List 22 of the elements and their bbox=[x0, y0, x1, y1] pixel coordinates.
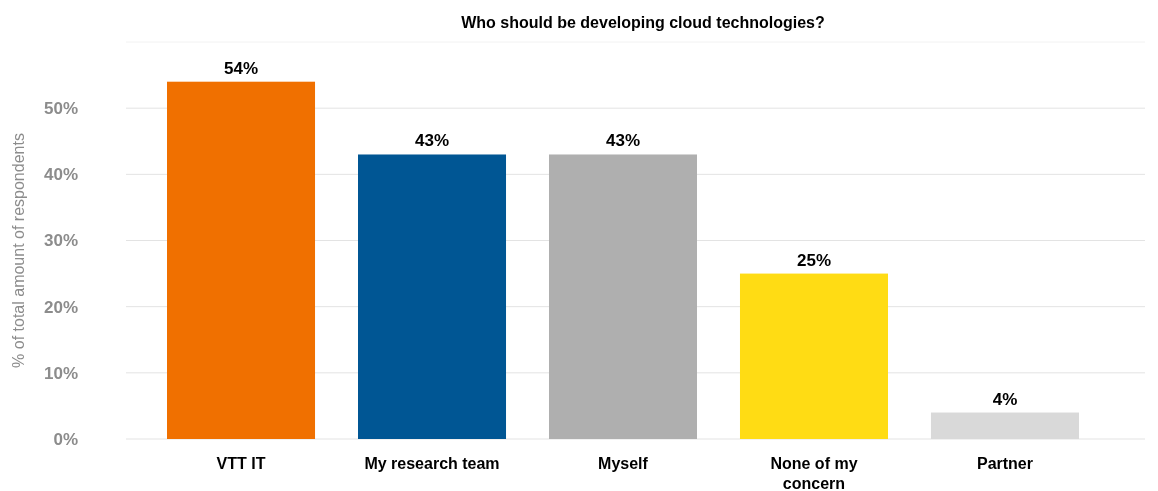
data-label: 4% bbox=[992, 389, 1018, 409]
bar bbox=[548, 154, 698, 439]
x-tick-label: Partner bbox=[976, 455, 1033, 472]
x-tick-label: Myself bbox=[598, 455, 649, 472]
y-tick-label: 50% bbox=[43, 99, 78, 119]
x-tick-label: None of my concern bbox=[770, 455, 858, 491]
data-label: 25% bbox=[796, 250, 832, 270]
bar bbox=[739, 273, 888, 439]
data-label: 54% bbox=[224, 58, 259, 78]
y-tick-label: 10% bbox=[43, 363, 78, 383]
y-axis-title: % of total amount of respondents bbox=[10, 133, 27, 368]
x-tick-label: My research team bbox=[364, 455, 500, 472]
data-label: 43% bbox=[414, 131, 450, 151]
y-tick-label: 30% bbox=[43, 231, 78, 251]
bar bbox=[358, 154, 507, 439]
x-tick-label: VTT IT bbox=[216, 455, 266, 472]
y-tick-label: 40% bbox=[43, 165, 78, 185]
y-tick-label: 0% bbox=[53, 429, 78, 449]
y-tick-label: 20% bbox=[43, 297, 78, 317]
chart-title: Who should be developing cloud technologies? bbox=[461, 14, 825, 31]
bar bbox=[167, 81, 316, 439]
data-label: 43% bbox=[605, 131, 641, 151]
